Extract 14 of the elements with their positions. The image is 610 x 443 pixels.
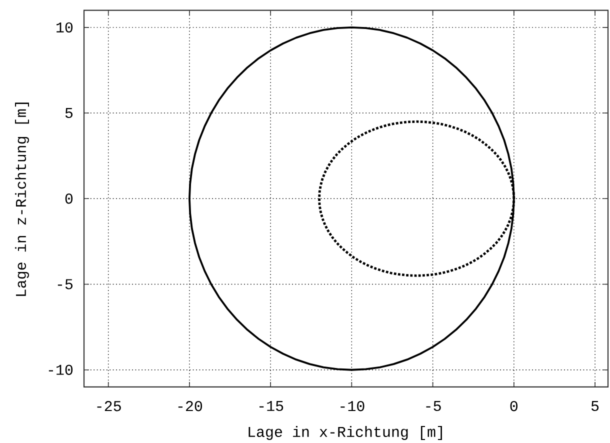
x-tick-label: -20 bbox=[178, 401, 202, 412]
y-tick-label: -5 bbox=[58, 279, 73, 290]
x-tick-label: -15 bbox=[260, 401, 284, 412]
x-axis-title: Lage in x-Richtung [m] bbox=[248, 426, 442, 440]
x-tick-label: 5 bbox=[591, 401, 599, 412]
x-tick-label: 0 bbox=[510, 401, 518, 412]
y-tick-label: 10 bbox=[56, 22, 73, 32]
y-tick-label: -10 bbox=[48, 364, 73, 375]
y-tick-label: 0 bbox=[65, 194, 73, 204]
x-tick-label: -5 bbox=[426, 401, 441, 412]
x-tick-label: -25 bbox=[97, 401, 121, 412]
y-tick-label: 5 bbox=[65, 108, 73, 118]
x-tick-label: -10 bbox=[340, 401, 364, 412]
y-axis-title: Lage in z-Richtung [m] bbox=[15, 102, 29, 296]
